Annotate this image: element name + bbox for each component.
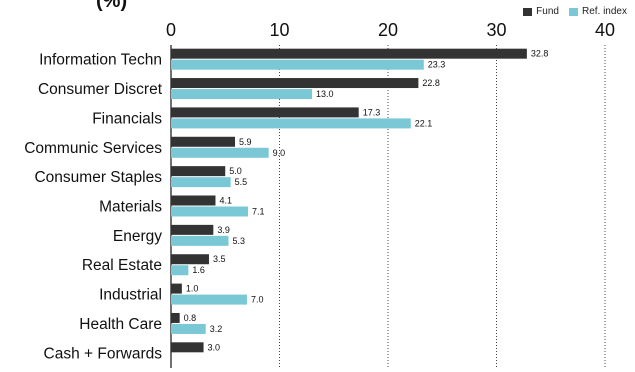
bar-fund (171, 283, 182, 294)
legend-label-ref-index: Ref. index (581, 6, 627, 17)
category-label: Financials (92, 110, 162, 127)
x-tick-label: 0 (166, 20, 176, 40)
category-label: Consumer Staples (34, 169, 162, 186)
data-label-fund: 3.5 (213, 254, 226, 264)
category-label: Communic Services (24, 140, 162, 157)
bar-fund (171, 48, 527, 59)
bar-fund (171, 224, 214, 235)
chart-title-fragment: (%) (96, 0, 128, 12)
bar-ref-index (171, 89, 313, 100)
data-label-ref-index: 7.0 (251, 295, 264, 305)
category-label: Materials (99, 199, 162, 216)
x-tick-label: 20 (378, 20, 398, 40)
x-tick-label: 30 (486, 20, 506, 40)
category-label: Cash + Forwards (44, 345, 163, 362)
legend-swatch-fund (523, 7, 533, 16)
legend-item-ref-index: Ref. index (568, 6, 627, 17)
bar-ref-index (171, 294, 247, 305)
bar-fund (171, 195, 216, 206)
data-label-fund: 5.9 (239, 137, 252, 147)
bar-ref-index (171, 177, 231, 188)
data-label-ref-index: 7.1 (252, 207, 265, 217)
bar-ref-index (171, 235, 229, 246)
bar-ref-index (171, 147, 269, 158)
bar-fund (171, 254, 209, 265)
bar-fund (171, 312, 180, 323)
category-label: Industrial (99, 287, 162, 304)
data-label-ref-index: 1.6 (192, 265, 205, 275)
data-label-fund: 3.0 (208, 342, 221, 352)
category-label: Consumer Discret (38, 81, 163, 98)
category-label: Real Estate (82, 257, 162, 274)
data-label-ref-index: 9.0 (273, 148, 286, 158)
bar-ref-index (171, 206, 249, 217)
bar-ref-index (171, 118, 411, 129)
data-label-ref-index: 3.2 (210, 324, 223, 334)
bar-fund (171, 166, 226, 177)
data-label-fund: 4.1 (219, 196, 232, 206)
x-tick-label: 10 (269, 20, 289, 40)
data-label-ref-index: 13.0 (316, 89, 334, 99)
category-label: Information Techn (39, 52, 162, 69)
bar-fund (171, 342, 204, 353)
data-label-fund: 1.0 (186, 284, 199, 294)
legend-item-fund: Fund (523, 6, 559, 17)
bar-fund (171, 78, 419, 89)
data-label-fund: 22.8 (422, 78, 440, 88)
bar-ref-index (171, 323, 206, 334)
data-label-fund: 5.0 (229, 166, 242, 176)
data-label-ref-index: 22.1 (415, 118, 433, 128)
legend: Fund Ref. index (523, 6, 627, 17)
data-label-fund: 3.9 (217, 225, 230, 235)
x-tick-label: 40 (595, 20, 615, 40)
data-label-fund: 0.8 (184, 313, 197, 323)
bar-fund (171, 107, 359, 118)
legend-swatch-ref-index (568, 7, 578, 16)
data-label-ref-index: 5.5 (235, 177, 248, 187)
bar-ref-index (171, 59, 424, 70)
legend-label-fund: Fund (536, 6, 559, 17)
data-label-fund: 32.8 (531, 49, 549, 59)
data-label-ref-index: 23.3 (428, 60, 446, 70)
category-label: Health Care (79, 316, 162, 333)
category-label: Energy (113, 228, 162, 245)
data-label-fund: 17.3 (363, 107, 381, 117)
data-label-ref-index: 5.3 (233, 236, 246, 246)
bar-ref-index (171, 265, 189, 276)
bar-fund (171, 136, 236, 147)
